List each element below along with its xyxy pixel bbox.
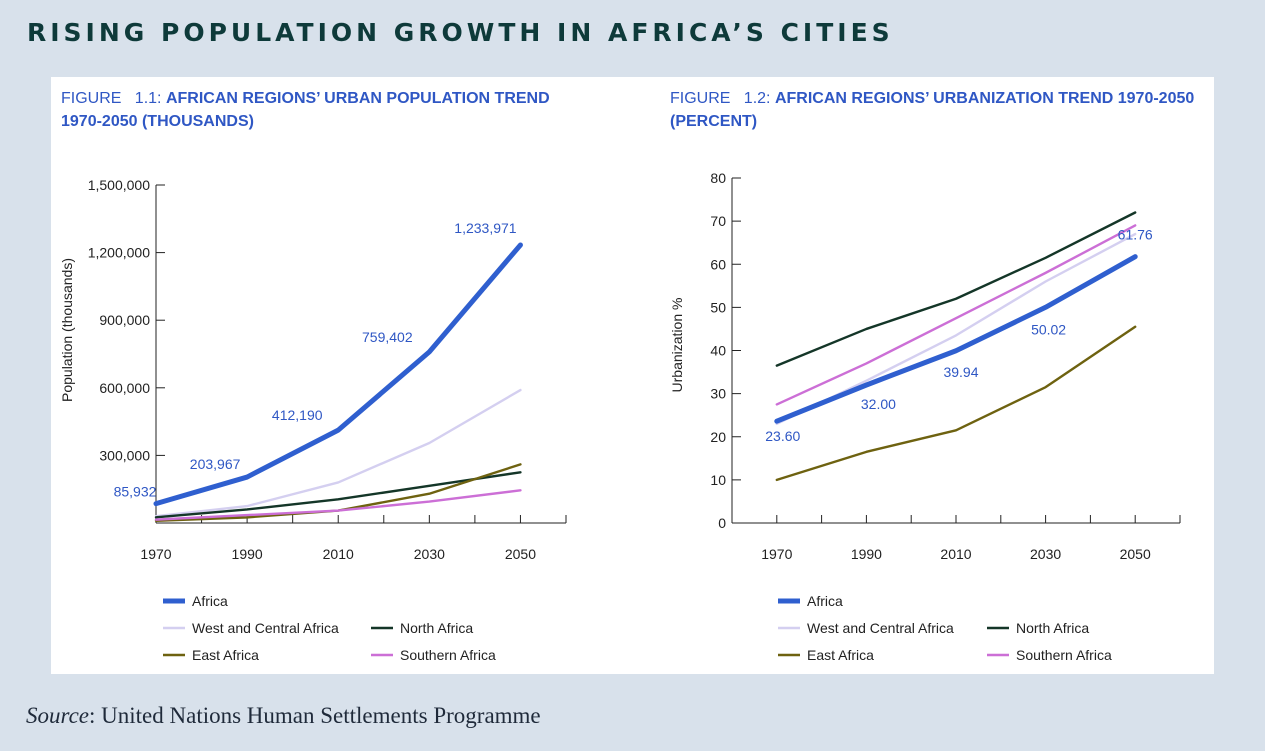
figure-1-title-line2: 1970-2050 (THOUSANDS) xyxy=(61,113,254,130)
data-label: 61.76 xyxy=(1118,227,1153,243)
data-label: 39.94 xyxy=(943,364,978,380)
legend-label-east-africa: East Africa xyxy=(192,647,259,663)
y-tick-label: 50 xyxy=(710,299,726,315)
data-label: 203,967 xyxy=(190,456,241,472)
source-text: : United Nations Human Settlements Progr… xyxy=(89,703,541,728)
x-tick-label: 1970 xyxy=(140,546,171,562)
source-note: Source: United Nations Human Settlements… xyxy=(26,703,541,729)
x-tick-label: 2010 xyxy=(323,546,354,562)
figure-1-title-line1: AFRICAN REGIONS’ URBAN POPULATION TREND xyxy=(165,90,550,107)
x-tick-label: 2050 xyxy=(505,546,536,562)
y-axis-label: Population (thousands) xyxy=(59,258,75,402)
figure-1-title: FIGURE 1.1: AFRICAN REGIONS’ URBAN POPUL… xyxy=(61,87,550,133)
data-label: 1,233,971 xyxy=(454,220,516,236)
y-tick-label: 300,000 xyxy=(99,447,150,463)
y-tick-label: 30 xyxy=(710,386,726,402)
y-tick-label: 60 xyxy=(710,256,726,272)
y-axis-label: Urbanization % xyxy=(669,298,685,393)
figure-2-label: FIGURE xyxy=(670,90,731,107)
legend-label-north-africa: North Africa xyxy=(1016,620,1089,636)
y-tick-label: 600,000 xyxy=(99,380,150,396)
legend-label-north-africa: North Africa xyxy=(400,620,473,636)
x-tick-label: 1970 xyxy=(761,546,792,562)
legend-label-southern-africa: Southern Africa xyxy=(1016,647,1112,663)
figure-2-title: FIGURE 1.2: AFRICAN REGIONS’ URBANIZATIO… xyxy=(670,87,1194,133)
data-label: 32.00 xyxy=(861,396,896,412)
data-label: 23.60 xyxy=(765,428,800,444)
figure-1-label: FIGURE xyxy=(61,90,122,107)
y-tick-label: 70 xyxy=(710,213,726,229)
source-label: Source xyxy=(26,703,90,728)
legend-label-east-africa: East Africa xyxy=(807,647,874,663)
series-line-africa xyxy=(774,254,1138,424)
legend-label-west-and-central-africa: West and Central Africa xyxy=(807,620,954,636)
y-tick-label: 0 xyxy=(718,515,726,531)
y-tick-label: 1,500,000 xyxy=(88,177,150,193)
legend-label-africa: Africa xyxy=(807,593,843,609)
x-tick-label: 1990 xyxy=(851,546,882,562)
page-title: RISING POPULATION GROWTH IN AFRICA’S CIT… xyxy=(27,18,894,47)
x-tick-label: 2050 xyxy=(1120,546,1151,562)
figure-2-title-line2: (PERCENT) xyxy=(670,113,758,130)
y-tick-label: 10 xyxy=(710,472,726,488)
data-label: 759,402 xyxy=(362,329,413,345)
x-tick-label: 2030 xyxy=(414,546,445,562)
y-tick-label: 20 xyxy=(710,429,726,445)
figure-1-number: 1.1: xyxy=(134,90,162,107)
x-tick-label: 2030 xyxy=(1030,546,1061,562)
figure-panel: FIGURE 1.1: AFRICAN REGIONS’ URBAN POPUL… xyxy=(51,77,1214,674)
data-label: 85,932 xyxy=(114,484,157,500)
legend-label-west-and-central-africa: West and Central Africa xyxy=(192,620,339,636)
legend-label-africa: Africa xyxy=(192,593,228,609)
y-tick-label: 1,200,000 xyxy=(88,245,150,261)
series-line-west-and-central-africa xyxy=(775,232,1137,426)
x-tick-label: 2010 xyxy=(940,546,971,562)
y-tick-label: 900,000 xyxy=(99,312,150,328)
legend-label-southern-africa: Southern Africa xyxy=(400,647,496,663)
y-tick-label: 80 xyxy=(710,170,726,186)
figure-2-title-line1: AFRICAN REGIONS’ URBANIZATION TREND 1970… xyxy=(774,90,1195,107)
y-tick-label: 40 xyxy=(710,343,726,359)
x-tick-label: 1990 xyxy=(232,546,263,562)
data-label: 412,190 xyxy=(272,407,323,423)
data-label: 50.02 xyxy=(1031,321,1066,337)
figure-2-number: 1.2: xyxy=(743,90,771,107)
